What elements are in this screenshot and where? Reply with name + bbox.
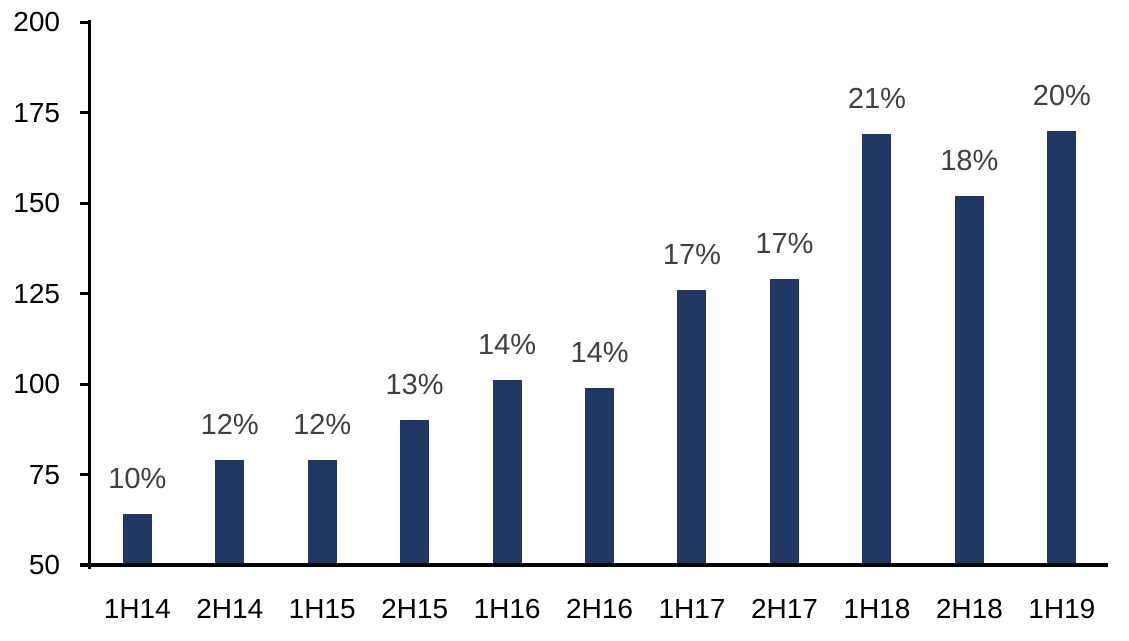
- y-tick-mark: [80, 382, 91, 386]
- bar-data-label: 14%: [478, 329, 537, 362]
- bar-data-label: 14%: [570, 336, 629, 369]
- x-tick-label: 1H15: [288, 593, 356, 624]
- bar-data-label: 20%: [1032, 79, 1091, 112]
- y-tick-label: 100: [13, 368, 60, 399]
- x-tick-label: 2H15: [381, 593, 449, 624]
- bar: [492, 380, 522, 565]
- y-tick-mark: [80, 292, 91, 295]
- bar-data-label: 18%: [940, 144, 999, 177]
- bar-data-label: 17%: [662, 238, 721, 271]
- y-axis-line: [88, 20, 91, 569]
- x-tick-label: 1H14: [103, 593, 171, 624]
- x-tick-label: 2H16: [566, 593, 633, 624]
- x-tick-label: 1H18: [843, 593, 911, 624]
- y-tick-mark: [80, 201, 91, 205]
- y-tick-mark: [80, 111, 91, 114]
- y-tick-label: 200: [13, 6, 60, 37]
- bar-data-label: 13%: [385, 369, 444, 402]
- bar-data-label: 17%: [755, 228, 814, 261]
- bar-data-label: 12%: [200, 409, 259, 442]
- bar: [122, 514, 152, 565]
- bar: [307, 460, 337, 565]
- bar-data-label: 10%: [108, 463, 167, 496]
- bar: [769, 279, 799, 565]
- x-tick-label: 1H16: [473, 593, 541, 624]
- x-tick-label: 2H18: [935, 593, 1003, 624]
- x-axis-line: [80, 563, 1108, 567]
- y-tick-mark: [80, 20, 91, 24]
- bar: [585, 387, 614, 565]
- x-tick-label: 2H17: [750, 593, 818, 624]
- bar-data-label: 12%: [293, 409, 352, 442]
- bar: [1047, 130, 1077, 565]
- y-tick-label: 150: [13, 187, 60, 218]
- bar: [215, 460, 245, 565]
- y-tick-label: 125: [13, 277, 60, 309]
- y-tick-label: 50: [28, 549, 60, 580]
- x-tick-label: 1H19: [1028, 593, 1096, 624]
- y-tick-label: 75: [28, 458, 60, 490]
- y-tick-mark: [80, 473, 91, 476]
- x-tick-label: 2H14: [196, 593, 264, 624]
- x-tick-label: 1H17: [658, 593, 726, 624]
- y-tick-label: 175: [13, 96, 60, 128]
- bar: [400, 420, 430, 565]
- bar: [862, 134, 892, 565]
- bar-data-label: 21%: [847, 83, 906, 116]
- bar: [677, 289, 707, 565]
- bar: [954, 195, 984, 565]
